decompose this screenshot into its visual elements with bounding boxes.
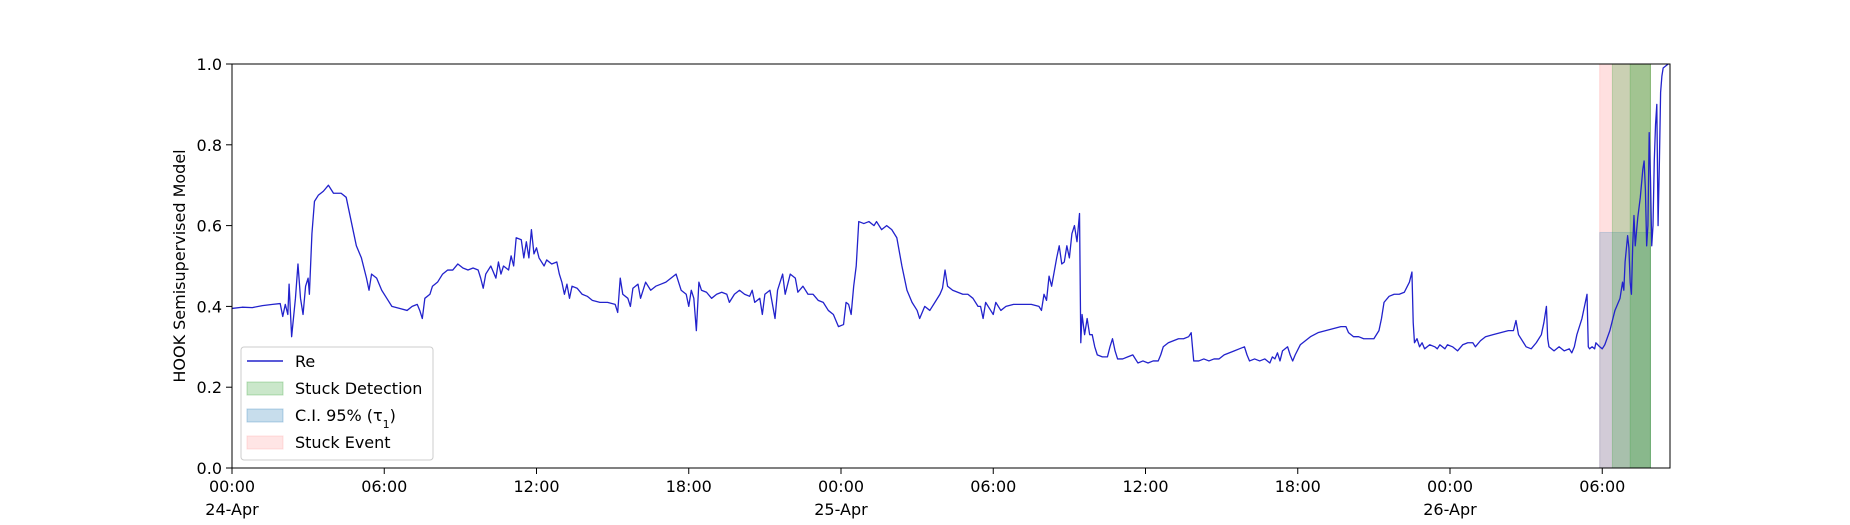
y-tick-label: 0.6	[197, 217, 222, 236]
y-axis-label: HOOK Semisupervised Model	[170, 149, 189, 382]
x-tick-label: 24-Apr	[205, 500, 259, 519]
legend-swatch-patch	[246, 435, 284, 450]
legend-swatch-patch	[246, 408, 284, 423]
x-tick-label: 00:00	[1427, 477, 1473, 496]
legend-label: Stuck Detection	[295, 379, 422, 398]
x-tick-label: 26-Apr	[1423, 500, 1477, 519]
x-tick-label: 12:00	[513, 477, 559, 496]
x-tick-label: 00:00	[818, 477, 864, 496]
legend-label: Stuck Event	[295, 433, 391, 452]
legend-box	[240, 346, 434, 461]
y-axis: 0.0 0.2 0.4 0.6 0.8 1.0	[197, 55, 232, 478]
x-tick-label: 25-Apr	[814, 500, 868, 519]
x-axis: 00:00 24-Apr 1900 06:00 12:00 18:00 00:00 25-Ap…	[205, 468, 1625, 525]
x-tick-label: 06:00	[1579, 477, 1625, 496]
x-tick-label: 18:00	[1275, 477, 1321, 496]
legend-swatch-patch	[246, 381, 284, 396]
plot-frame	[231, 63, 1671, 469]
x-tick-label: 12:00	[1122, 477, 1168, 496]
x-tick-label: 18:00	[666, 477, 712, 496]
y-tick-label: 0.2	[197, 378, 222, 397]
y-tick-label: 0.8	[197, 136, 222, 155]
x-tick-label: 00:00	[209, 477, 255, 496]
series-layer	[231, 63, 1669, 364]
x-tick-label: 06:00	[970, 477, 1016, 496]
span-stuck-detection-2	[1629, 63, 1651, 469]
y-tick-label: 1.0	[197, 55, 222, 74]
series-line-re	[231, 63, 1669, 364]
y-tick-label: 0.4	[197, 297, 222, 316]
x-tick-label: 06:00	[361, 477, 407, 496]
legend-label: Re	[295, 352, 315, 371]
y-tick-label: 0.0	[197, 459, 222, 478]
x-tick-label: 1900	[212, 523, 253, 525]
